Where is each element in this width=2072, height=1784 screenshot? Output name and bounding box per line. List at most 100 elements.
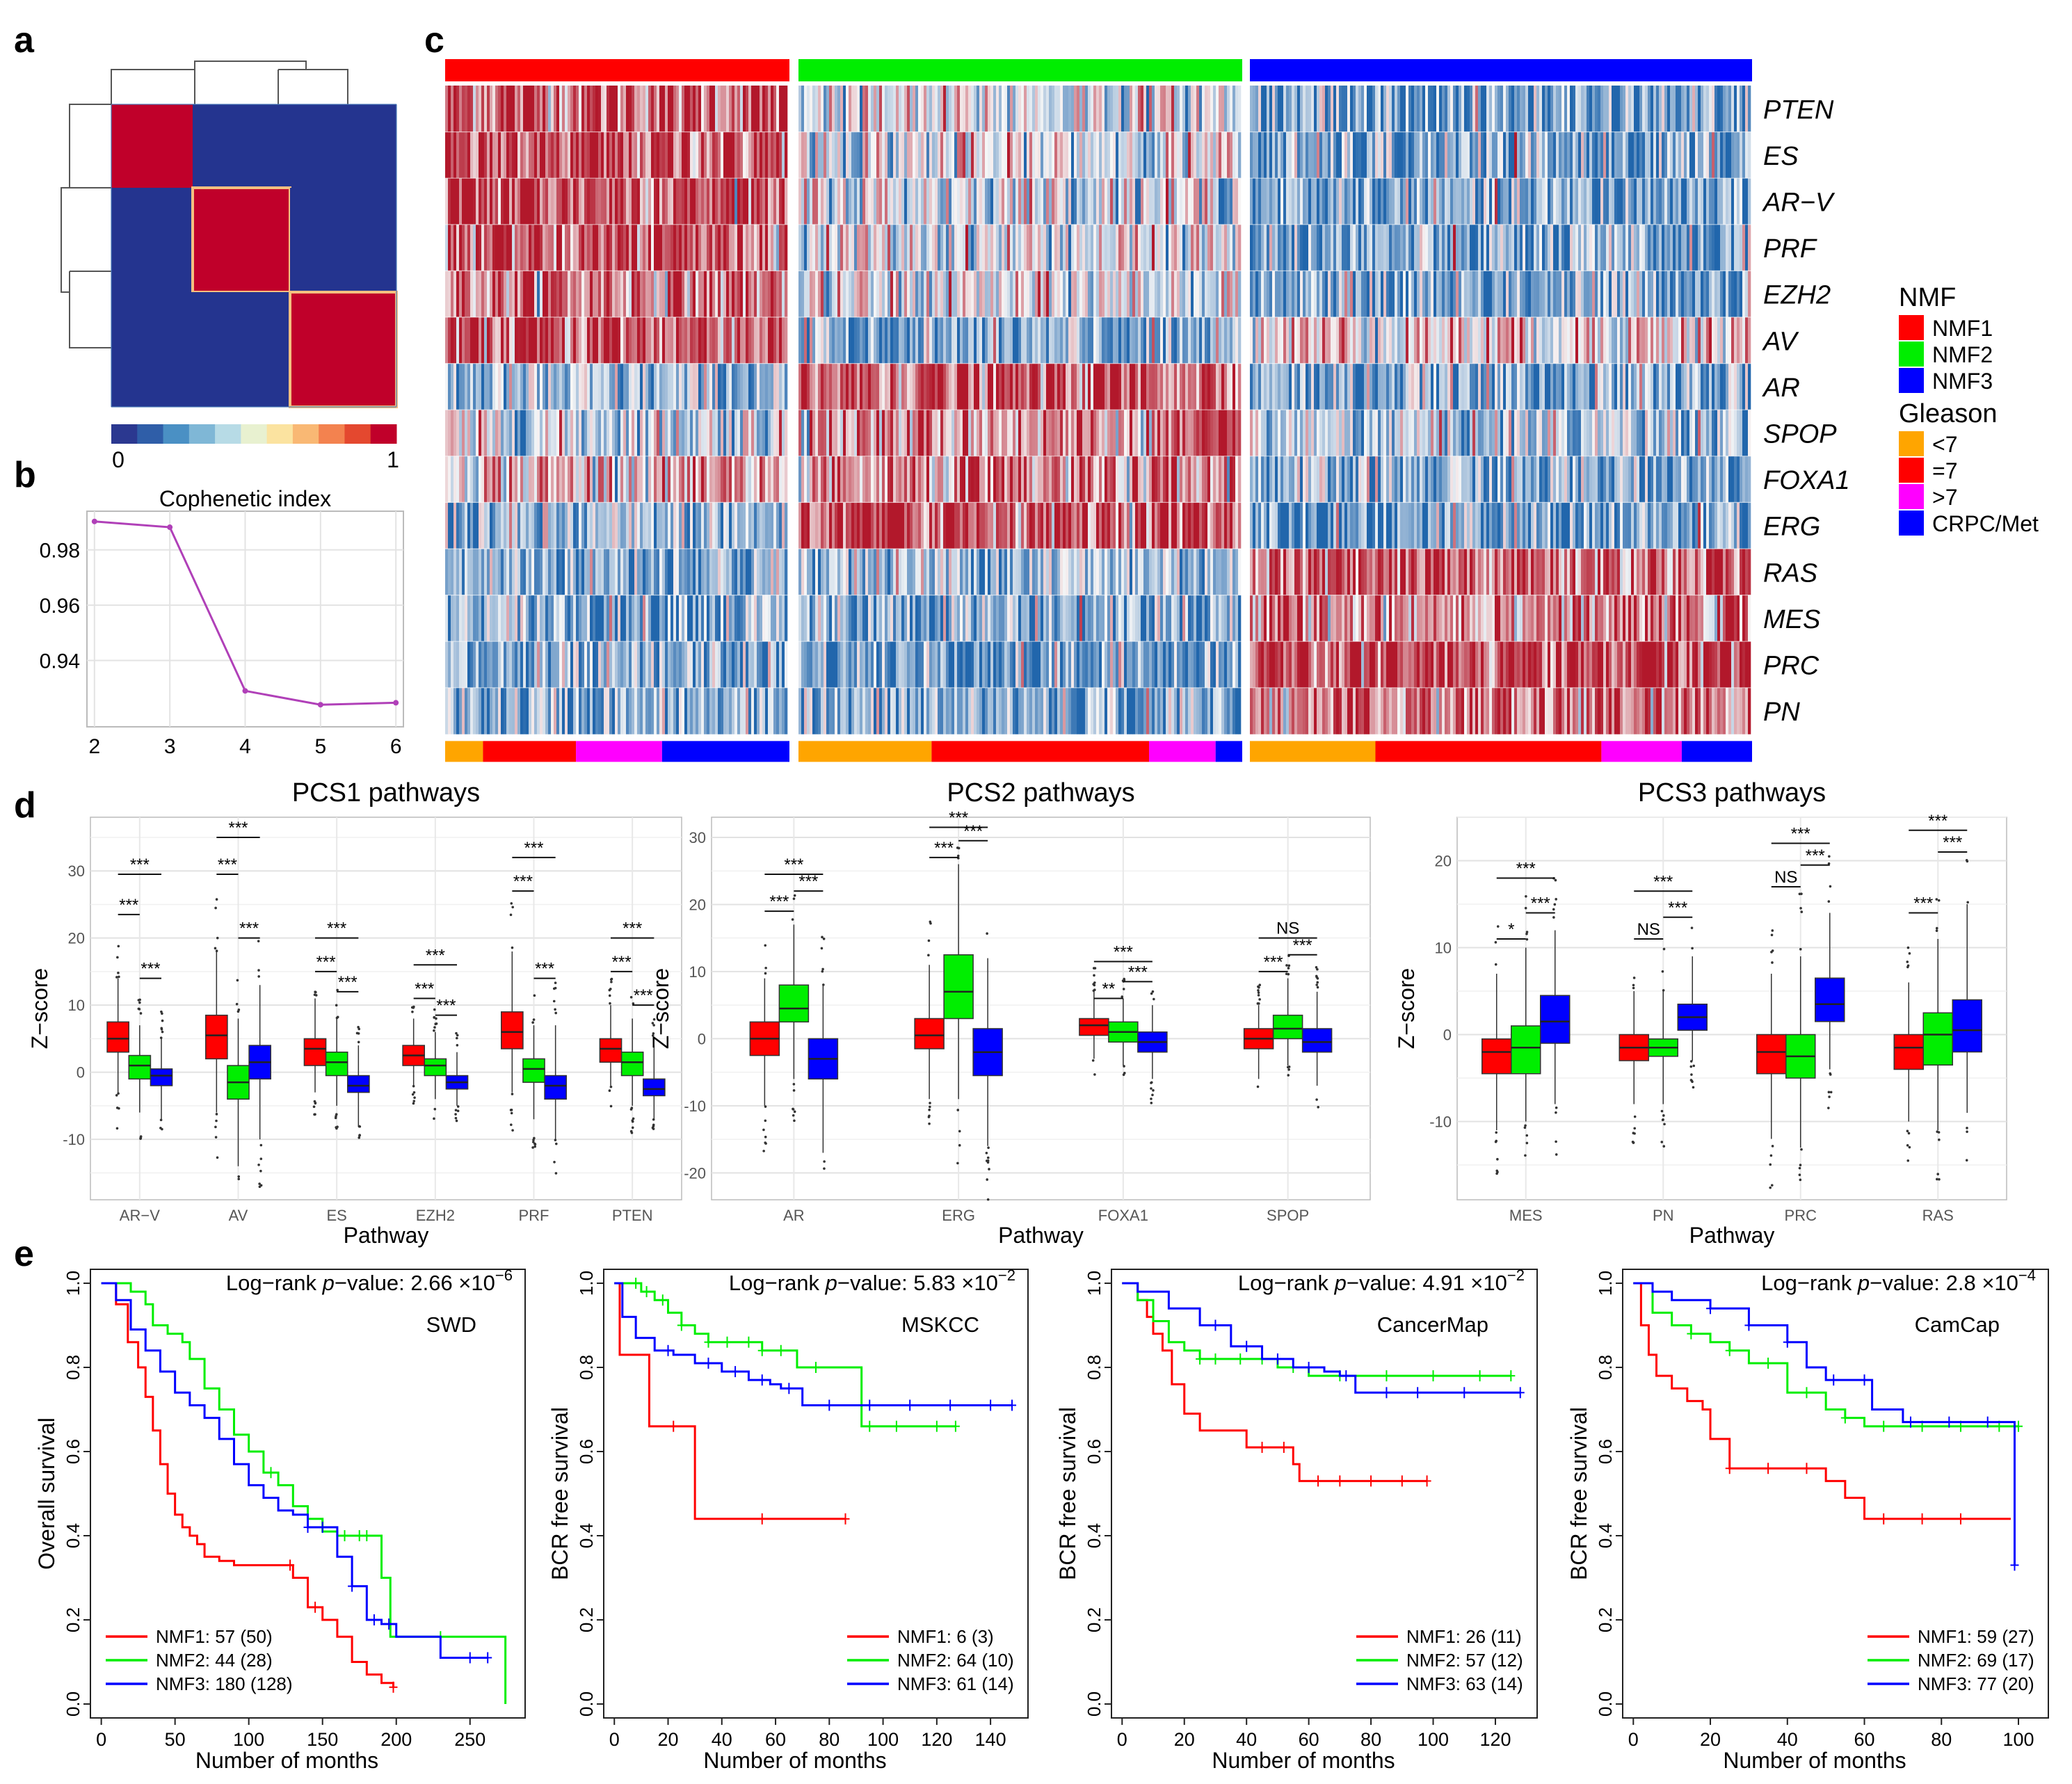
heatmap-cell	[587, 86, 591, 132]
heatmap-cell	[1370, 317, 1373, 364]
heatmap-cell	[988, 178, 991, 225]
heatmap-cell	[1135, 549, 1139, 595]
heatmap-cell	[1057, 456, 1061, 503]
heatmap-cell	[1088, 595, 1091, 642]
heatmap-cell	[1383, 317, 1387, 364]
heatmap-cell	[668, 410, 671, 457]
heatmap-cell	[1060, 224, 1063, 271]
heatmap-cell	[821, 224, 824, 271]
heatmap-cell	[1612, 271, 1615, 318]
heatmap-cell	[1698, 224, 1701, 271]
heatmap-cell	[896, 363, 899, 410]
heatmap-cell	[565, 86, 568, 132]
heatmap-cell	[568, 178, 571, 225]
heatmap-cell	[1506, 131, 1509, 179]
heatmap-cell	[598, 502, 602, 549]
heatmap-cell	[473, 687, 476, 734]
heatmap-cell	[1038, 86, 1041, 132]
heatmap-cell	[1403, 271, 1406, 318]
heatmap-cell	[1653, 178, 1657, 225]
heatmap-cell	[1013, 131, 1016, 179]
heatmap-cell	[626, 595, 629, 642]
heatmap-cell	[957, 687, 961, 734]
heatmap-cell	[1306, 224, 1309, 271]
heatmap-cell	[540, 502, 543, 549]
heatmap-cell	[1587, 271, 1590, 318]
heatmap-cell	[690, 641, 693, 689]
heatmap-cell	[1436, 178, 1440, 225]
heatmap-cell	[1018, 595, 1022, 642]
heatmap-cell	[1445, 86, 1448, 132]
heatmap-cell	[1631, 86, 1635, 132]
heatmap-cell	[1272, 131, 1276, 179]
heatmap-cell	[960, 549, 963, 595]
heatmap-cell	[1116, 410, 1119, 457]
heatmap-cell	[1235, 410, 1239, 457]
heatmap-cell	[1737, 86, 1740, 132]
heatmap-cell	[551, 131, 554, 179]
heatmap-cell	[1060, 271, 1063, 318]
heatmap-cell	[670, 178, 674, 225]
heatmap-cell	[1587, 86, 1590, 132]
heatmap-cell	[829, 410, 833, 457]
heatmap-cell	[1021, 410, 1025, 457]
heatmap-cell	[1459, 86, 1462, 132]
heatmap-cell	[1559, 178, 1562, 225]
heatmap-cell	[640, 86, 643, 132]
heatmap-cell	[957, 178, 961, 225]
heatmap-cell	[1311, 178, 1315, 225]
heatmap-cell	[601, 131, 604, 179]
heatmap-cell	[715, 410, 718, 457]
heatmap-cell	[1207, 410, 1211, 457]
heatmap-cell	[899, 224, 902, 271]
heatmap-cell	[690, 687, 693, 734]
heatmap-cell	[1381, 271, 1384, 318]
heatmap-cell	[896, 549, 899, 595]
heatmap-cell	[565, 317, 568, 364]
heatmap-cell	[890, 687, 894, 734]
heatmap-cell	[910, 595, 913, 642]
heatmap-cell	[620, 549, 624, 595]
heatmap-cell	[718, 595, 721, 642]
heatmap-cell	[1609, 131, 1612, 179]
heatmap-cell	[854, 549, 858, 595]
heatmap-cell	[707, 549, 710, 595]
heatmap-cell	[476, 86, 479, 132]
heatmap-cell	[1194, 178, 1197, 225]
heatmap-cell	[545, 687, 549, 734]
heatmap-cell	[1205, 641, 1208, 689]
heatmap-cell	[801, 595, 805, 642]
heatmap-cell	[1361, 131, 1365, 179]
heatmap-cell	[1219, 456, 1222, 503]
heatmap-cell	[1157, 549, 1161, 595]
heatmap-cell	[1146, 131, 1150, 179]
heatmap-cell	[654, 456, 657, 503]
heatmap-cell	[1077, 456, 1080, 503]
heatmap-cell	[534, 363, 538, 410]
heatmap-cell	[487, 224, 490, 271]
heatmap-cell	[1194, 317, 1197, 364]
heatmap-cell	[1046, 410, 1050, 457]
heatmap-cell	[490, 549, 493, 595]
consensus-cell-2-2	[191, 186, 291, 294]
heatmap-cell	[595, 502, 599, 549]
heatmap-cell	[1651, 271, 1654, 318]
heatmap-cell	[682, 224, 685, 271]
heatmap-cell	[1191, 595, 1194, 642]
heatmap-cell	[849, 595, 852, 642]
heatmap-cell	[1639, 178, 1643, 225]
heatmap-cell	[484, 86, 488, 132]
heatmap-cell	[754, 456, 757, 503]
heatmap-cell	[1308, 86, 1312, 132]
heatmap-cell	[687, 224, 691, 271]
heatmap-cell	[1230, 502, 1233, 549]
heatmap-cell	[465, 363, 468, 410]
heatmap-cell	[1054, 641, 1058, 689]
heatmap-cell	[1152, 271, 1155, 318]
heatmap-cell	[1331, 224, 1334, 271]
heatmap-cell	[1230, 178, 1233, 225]
heatmap-cell	[1174, 687, 1178, 734]
heatmap-cell	[1007, 502, 1011, 549]
heatmap-cell	[1703, 178, 1707, 225]
heatmap-cell	[1110, 86, 1114, 132]
